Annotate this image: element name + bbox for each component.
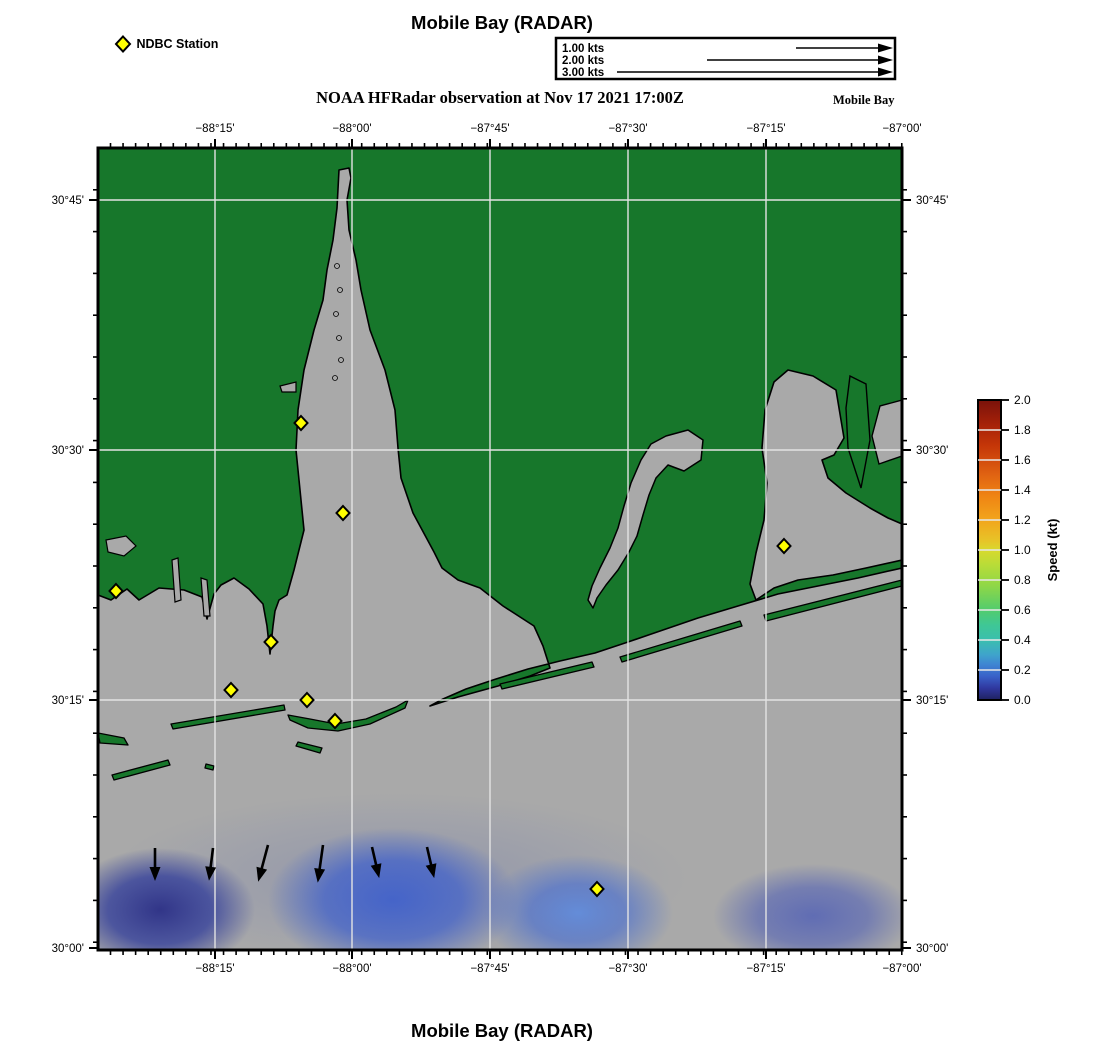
lon-tick-label: −88°00' [332, 963, 371, 975]
current-arrow [149, 848, 161, 881]
axis-ticks [89, 139, 911, 959]
dog-river [279, 381, 297, 393]
colorbar-tick-label: 0.6 [1014, 603, 1031, 617]
creek-2 [200, 577, 211, 617]
lon-tick-label: −87°15' [746, 123, 785, 135]
colorbar-tick-label: 0.0 [1014, 693, 1031, 707]
perdido-bay [587, 429, 704, 609]
figure-subtitle: NOAA HFRadar observation at Nov 17 2021 … [316, 88, 684, 107]
map-area: −88°15' −88°15' −88°00' −88°00' −87°45' −87°4… [52, 123, 949, 975]
speed-legend-arrowhead [878, 43, 893, 53]
colorbar-tick-label: 1.4 [1014, 483, 1031, 497]
current-arrow [425, 846, 437, 879]
ndbc-station-marker [293, 414, 309, 432]
lat-tick-label: 30°30' [52, 445, 84, 457]
speed-legend-label: 2.00 kts [562, 55, 604, 67]
ndbc-legend-label: NDBC Station [136, 37, 219, 51]
ndbc-station-marker [589, 880, 605, 898]
colorbar-tick-label: 0.4 [1014, 633, 1031, 647]
lon-tick-label: −87°45' [470, 123, 509, 135]
ndbc-stations [108, 414, 792, 898]
colorbar: 2.0 1.8 1.6 1.4 1.2 1.0 0.8 0.6 0.4 0.2 0.0 Speed … [977, 393, 1060, 707]
lat-tick-label: 30°15' [52, 695, 84, 707]
axis-labels: −88°15' −88°15' −88°00' −88°00' −87°45' −87°4… [52, 123, 949, 975]
ndbc-station-marker [223, 681, 239, 699]
lat-tick-label: 30°45' [916, 195, 948, 207]
current-arrow [256, 844, 270, 882]
lat-tick-label: 30°30' [916, 445, 948, 457]
perdido-key [499, 661, 595, 690]
ndbc-station-marker [299, 691, 315, 709]
lon-tick-label: −87°45' [470, 963, 509, 975]
current-arrow [314, 844, 326, 883]
lat-tick-label: 30°15' [916, 695, 948, 707]
current-arrow [370, 846, 382, 879]
ndbc-station-marker [776, 537, 792, 555]
ndbc-station-marker [108, 582, 124, 600]
lon-tick-label: −88°15' [195, 963, 234, 975]
creek-1 [171, 557, 182, 603]
lon-tick-label: −87°00' [882, 963, 921, 975]
nw-inlet [105, 535, 137, 557]
region-label: Mobile Bay [833, 93, 895, 107]
santa-rosa-island-west [619, 620, 743, 663]
colorbar-tick-label: 1.8 [1014, 423, 1031, 437]
lon-tick-label: −87°30' [608, 123, 647, 135]
lat-tick-label: 30°45' [52, 195, 84, 207]
ndbc-station-marker [327, 712, 343, 730]
speed-legend-arrowhead [878, 67, 893, 77]
colorbar-title: Speed (kt) [1045, 519, 1060, 582]
gridlines [98, 148, 902, 950]
figure-title-bottom: Mobile Bay (RADAR) [411, 1020, 593, 1041]
garcon-point [845, 374, 871, 489]
figure-title-top: Mobile Bay (RADAR) [411, 12, 593, 33]
ndbc-station-marker [335, 504, 351, 522]
colorbar-tick-label: 1.6 [1014, 453, 1031, 467]
lon-tick-label: −88°15' [195, 123, 234, 135]
current-arrow [205, 847, 217, 881]
lat-tick-label: 30°00' [916, 943, 948, 955]
speed-legend-label: 3.00 kts [562, 67, 604, 79]
radar-speed-field [98, 793, 902, 950]
lon-tick-label: −88°00' [332, 123, 371, 135]
colorbar-tick-label: 1.2 [1014, 513, 1031, 527]
delta-ponds [332, 263, 344, 381]
speed-legend-label: 1.00 kts [562, 43, 604, 55]
speed-legend-arrowhead [878, 55, 893, 65]
lon-tick-label: −87°00' [882, 123, 921, 135]
lon-tick-label: −87°15' [746, 963, 785, 975]
ndbc-station-marker [263, 633, 279, 651]
ndbc-legend: NDBC Station [114, 35, 218, 53]
lon-tick-label: −87°30' [608, 963, 647, 975]
barrier-islands [98, 579, 902, 781]
colorbar-tick-label: 0.2 [1014, 663, 1031, 677]
colorbar-tick-label: 0.8 [1014, 573, 1031, 587]
colorbar-tick-label: 1.0 [1014, 543, 1031, 557]
ndbc-diamond-icon [114, 35, 132, 53]
colorbar-tick-label: 2.0 [1014, 393, 1031, 407]
lat-tick-label: 30°00' [52, 943, 84, 955]
current-arrows [149, 844, 437, 883]
